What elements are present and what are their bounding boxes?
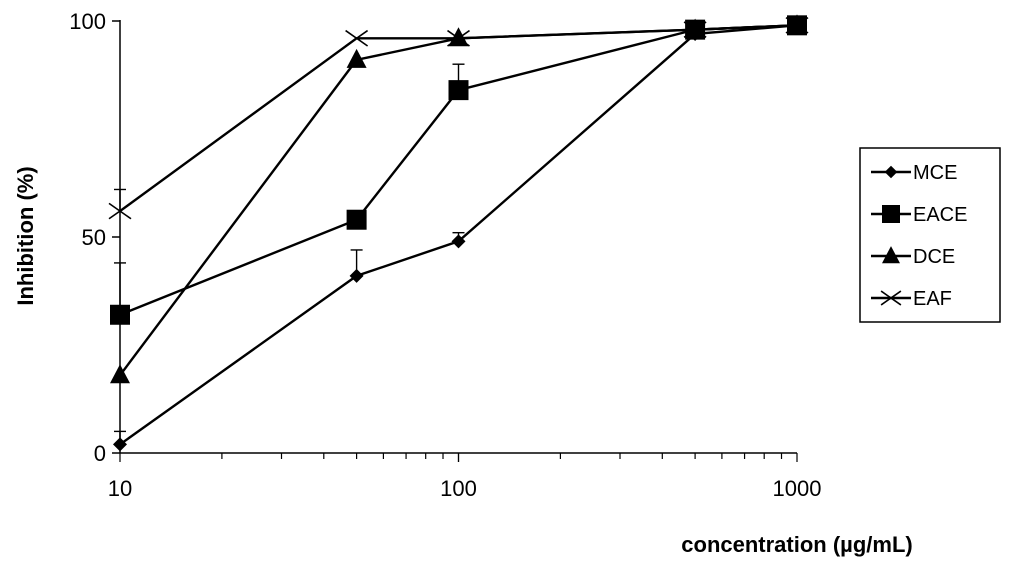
data-point-triangle [346,48,367,68]
legend: MCE EACE DCE EAF [859,147,1001,323]
data-point-square [110,304,130,325]
data-point-diamond [451,234,466,249]
x-tick-label: 1000 [773,476,822,501]
series-eaf [108,16,809,220]
y-tick-label: 100 [69,9,106,34]
data-point-diamond [113,437,127,452]
series-eace [110,15,807,325]
data-point-triangle [882,246,900,264]
x-marker-stroke [683,21,707,38]
legend-label: EACE [913,204,967,226]
legend-item-mce: MCE [871,162,957,184]
data-point-x [880,290,902,306]
legend-item-eace: EACE [871,204,967,226]
x-marker-stroke [108,202,132,220]
data-point-x [345,29,369,47]
x-axis-title: concentration (µg/mL) [681,532,912,557]
legend-item-eaf: EAF [871,288,952,310]
x-marker-stroke [785,16,809,34]
x-tick-label: 100 [440,476,477,501]
y-tick-label: 50 [82,225,106,250]
x-marker-stroke [880,290,902,306]
data-point-x [447,29,470,47]
data-point-x [785,16,809,34]
legend-item-dce: DCE [871,246,955,268]
data-point-x [108,202,132,220]
x-marker-stroke [345,29,369,47]
series-line [119,24,798,213]
y-axis-title: Inhibition (%) [13,166,38,305]
data-point-square [346,209,367,230]
legend-label: DCE [913,246,955,268]
data-point-diamond [884,165,898,179]
data-point-triangle [110,364,130,384]
data-point-x [683,21,707,38]
x-tick-label: 10 [108,476,132,501]
data-point-square [448,80,469,101]
axis-ticks: 0 50 100 10 100 1000 [69,9,821,501]
y-tick-label: 0 [94,441,106,466]
legend-label: MCE [913,162,957,184]
data-point-square [882,205,900,223]
x-marker-stroke [447,29,470,47]
data-point-diamond [349,268,364,283]
legend-label: EAF [913,288,952,310]
series-layer [108,14,809,452]
